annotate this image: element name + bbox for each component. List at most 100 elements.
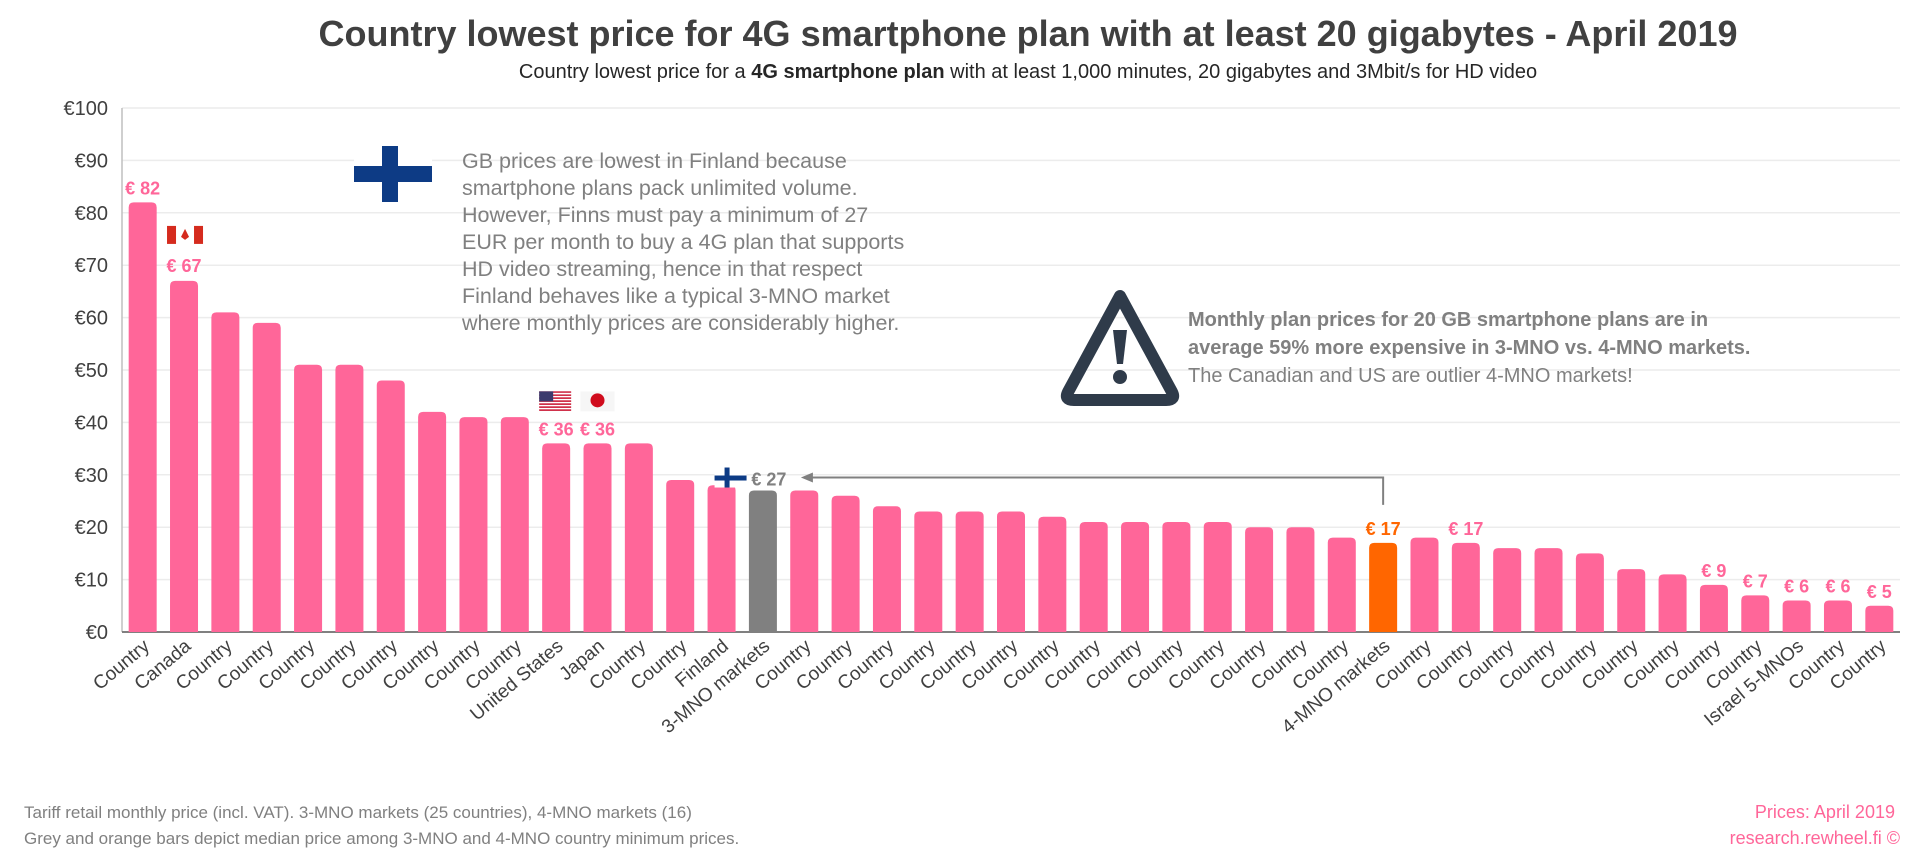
bar xyxy=(1493,548,1522,632)
bar xyxy=(1617,569,1646,632)
note-line: EUR per month to buy a 4G plan that supp… xyxy=(462,230,904,254)
bar xyxy=(1038,516,1067,632)
bar xyxy=(500,417,529,632)
bar xyxy=(170,280,199,632)
flag-part xyxy=(539,406,572,408)
flag-part xyxy=(167,225,177,244)
data-label: € 7 xyxy=(1743,571,1768,591)
bar xyxy=(1162,521,1191,632)
bar xyxy=(872,506,901,632)
warning-line: average 59% more expensive in 3-MNO vs. … xyxy=(1188,337,1750,359)
footer-line: Prices: April 2019 xyxy=(1755,802,1895,822)
data-label: € 67 xyxy=(166,256,201,276)
japan-flag-icon xyxy=(580,391,615,412)
bar xyxy=(418,411,447,632)
bar xyxy=(1534,548,1563,632)
warning-icon xyxy=(1060,290,1180,406)
data-label: € 82 xyxy=(125,178,160,198)
flag-part xyxy=(539,403,572,405)
bar xyxy=(748,490,777,632)
footer-line: Tariff retail monthly price (incl. VAT).… xyxy=(24,803,692,822)
finland-flag-icon xyxy=(714,467,747,488)
bar xyxy=(376,380,405,632)
flag-part xyxy=(724,467,730,488)
bar xyxy=(1369,542,1398,632)
y-tick-label: €30 xyxy=(75,465,108,487)
bar xyxy=(583,443,612,632)
y-tick-label: €100 xyxy=(64,98,109,120)
bar xyxy=(1203,521,1232,632)
bar xyxy=(1741,595,1770,632)
comparison-arrow xyxy=(800,472,1385,505)
y-tick-label: €0 xyxy=(86,622,108,644)
data-label: € 27 xyxy=(751,470,786,490)
chart-title: Country lowest price for 4G smartphone p… xyxy=(318,13,1737,54)
flag-part xyxy=(539,394,572,396)
bar xyxy=(666,480,695,632)
data-label: € 36 xyxy=(580,419,615,439)
bar xyxy=(1327,537,1356,632)
bar xyxy=(1658,574,1687,632)
note-line: smartphone plans pack unlimited volume. xyxy=(462,176,858,200)
data-label: € 17 xyxy=(1366,519,1401,539)
data-label: € 6 xyxy=(1784,577,1809,597)
chart-subtitle: Country lowest price for a 4G smartphone… xyxy=(519,61,1537,83)
finland-flag-icon xyxy=(354,146,432,202)
bar xyxy=(1699,584,1728,632)
data-label: € 6 xyxy=(1825,577,1850,597)
subtitle-part: with at least 1,000 minutes, 20 gigabyte… xyxy=(945,61,1538,83)
warning-line: The Canadian and US are outlier 4-MNO ma… xyxy=(1188,365,1633,387)
footer-source: Prices: April 2019 research.rewheel.fi © xyxy=(1730,802,1900,848)
flag-part xyxy=(539,392,572,395)
subtitle-bold: 4G smartphone plan xyxy=(751,61,944,83)
data-label: € 5 xyxy=(1867,582,1892,602)
warning-note: Monthly plan prices for 20 GB smartphone… xyxy=(1188,309,1756,387)
warning-line: Monthly plan prices for 20 GB smartphone… xyxy=(1188,309,1708,331)
bar xyxy=(914,511,943,632)
bar xyxy=(1121,521,1150,632)
flag-part xyxy=(194,225,204,244)
flag-part xyxy=(539,409,572,411)
note-line: Finland behaves like a typical 3-MNO mar… xyxy=(462,284,890,308)
bar xyxy=(707,485,736,632)
bar xyxy=(542,443,571,632)
bar xyxy=(1245,527,1274,632)
bar xyxy=(955,511,984,632)
bar xyxy=(1575,553,1604,632)
y-tick-label: €10 xyxy=(75,570,108,592)
bar xyxy=(997,511,1025,632)
bar xyxy=(252,322,281,632)
note-line: where monthly prices are considerably hi… xyxy=(461,311,899,335)
note-line: HD video streaming, hence in that respec… xyxy=(462,257,862,281)
flag-part xyxy=(539,400,572,402)
bar xyxy=(1865,605,1894,632)
data-label: € 36 xyxy=(539,419,574,439)
bar xyxy=(1286,527,1315,632)
note-line: GB prices are lowest in Finland because xyxy=(462,149,847,173)
bar xyxy=(335,364,364,632)
bar xyxy=(459,417,488,632)
flag-part xyxy=(539,397,572,399)
y-tick-label: €80 xyxy=(75,203,108,225)
y-tick-label: €90 xyxy=(75,150,108,172)
flag-part xyxy=(539,391,572,393)
footer-note: Tariff retail monthly price (incl. VAT).… xyxy=(24,803,739,848)
bar xyxy=(1823,600,1852,632)
flag-part xyxy=(181,228,190,240)
flag-part xyxy=(714,475,747,481)
bar xyxy=(790,490,819,632)
subtitle-part: Country lowest price for a xyxy=(519,61,751,83)
bar xyxy=(211,312,240,632)
canada-flag-icon xyxy=(167,225,204,244)
us-flag-icon xyxy=(539,391,572,411)
bar xyxy=(1451,542,1480,632)
y-tick-label: €60 xyxy=(75,308,108,330)
bar xyxy=(294,364,323,632)
bar xyxy=(1782,600,1811,632)
footer-line: research.rewheel.fi © xyxy=(1730,828,1900,848)
flag-part xyxy=(590,393,605,408)
bar xyxy=(624,443,653,632)
y-tick-label: €20 xyxy=(75,517,108,539)
y-tick-label: €70 xyxy=(75,255,108,277)
